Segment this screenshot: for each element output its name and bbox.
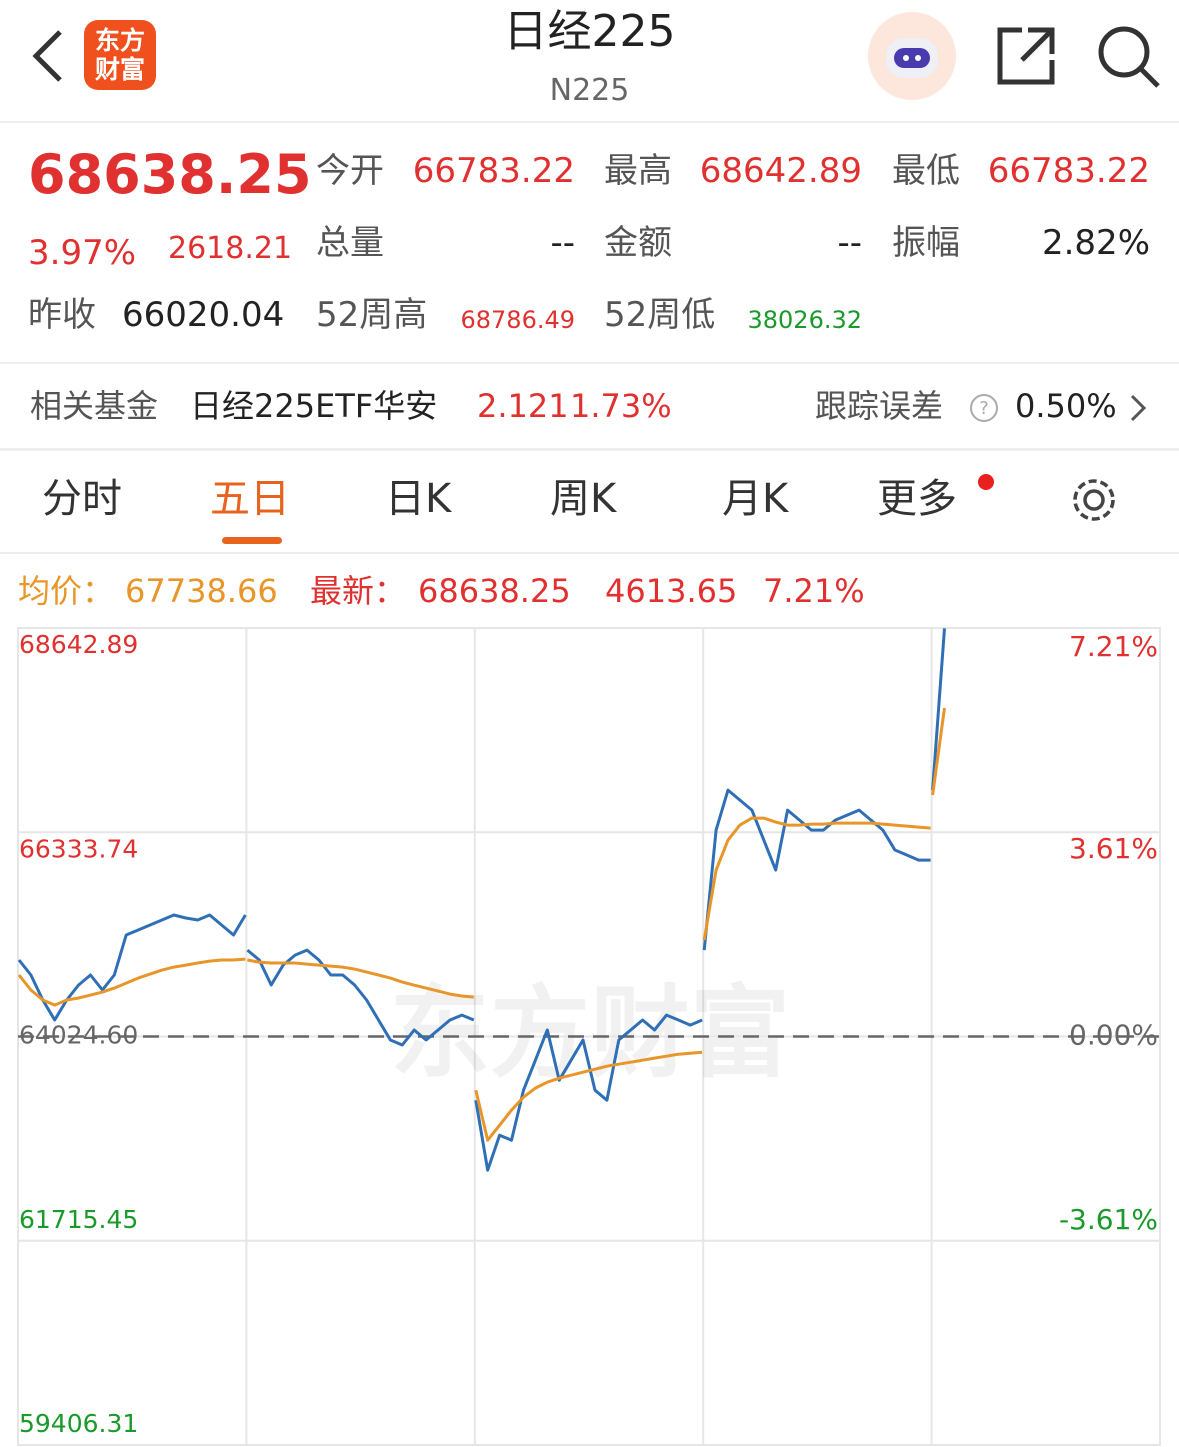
y2-tick-label: 7.21%: [1069, 630, 1158, 663]
help-icon[interactable]: ?: [968, 392, 1000, 424]
field-value: 68642.89: [699, 151, 862, 191]
avg-label: 均价：: [18, 572, 115, 610]
field-label: 52周低: [604, 295, 716, 335]
change-pct: 3.97%: [28, 233, 137, 273]
fund-price: 2.121: [477, 387, 569, 425]
subtitle: N225: [549, 73, 630, 108]
field-value: 68786.49: [460, 306, 575, 334]
divider: [0, 552, 1179, 554]
tab[interactable]: 日K: [385, 476, 452, 522]
avg-value: 67738.66: [125, 572, 278, 610]
price: 68638.25: [28, 143, 312, 206]
field-value: --: [550, 223, 575, 263]
logo-text: 财富: [94, 55, 145, 84]
svg-text:?: ?: [979, 398, 989, 419]
field-value: 2.82%: [1041, 223, 1150, 263]
search-button[interactable]: [1096, 24, 1162, 90]
settings-button[interactable]: [1068, 474, 1120, 526]
y2-tick-label: 3.61%: [1069, 832, 1158, 865]
field-label: 总量: [316, 223, 384, 263]
last-value: 68638.25: [418, 572, 571, 610]
y-tick-label: 68642.89: [19, 630, 138, 659]
series-line: [17, 628, 946, 1172]
series-line: [17, 707, 946, 1142]
tracking-label: 跟踪误差: [815, 387, 944, 425]
tab-indicator: [222, 537, 282, 544]
field-label: 最高: [604, 151, 672, 191]
notice-dot: [978, 474, 994, 490]
fund-name[interactable]: 日经225ETF华安: [190, 387, 438, 425]
y-tick-label: 61715.45: [19, 1205, 138, 1234]
tab[interactable]: 月K: [722, 476, 789, 522]
tab[interactable]: 五日: [210, 476, 290, 522]
fund-change: 1.73%: [570, 387, 672, 425]
back-button[interactable]: [30, 28, 66, 84]
field-value: 66783.22: [412, 151, 575, 191]
field-label: 振幅: [892, 223, 960, 263]
y-tick-label: 59406.31: [19, 1409, 138, 1438]
field-value: 66020.04: [122, 295, 285, 335]
app-logo[interactable]: 东方 财富: [84, 20, 156, 90]
field-label: 金额: [604, 223, 672, 263]
last-change: 4613.65: [605, 572, 738, 610]
last-label: 最新：: [310, 572, 407, 610]
tracking-value: 0.50%: [1015, 387, 1117, 425]
field-value: --: [837, 223, 862, 263]
tab[interactable]: 周K: [550, 476, 617, 522]
tab[interactable]: 更多: [877, 476, 957, 522]
field-label: 52周高: [316, 295, 428, 335]
intraday-chart: 东方财富68642.8966333.7464024.6061715.455940…: [17, 627, 1161, 1446]
divider: [0, 121, 1179, 123]
y2-tick-label: -3.61%: [1059, 1203, 1158, 1236]
field-value: 38026.32: [747, 306, 862, 334]
share-button[interactable]: [994, 24, 1058, 88]
title: 日经225: [503, 6, 676, 57]
field-value: 66783.22: [987, 151, 1150, 191]
field-label: 最低: [892, 151, 960, 191]
tab[interactable]: 分时: [42, 476, 122, 522]
change: 2618.21: [168, 231, 293, 266]
y2-tick-label: 0.00%: [1069, 1019, 1158, 1052]
y-tick-label: 64024.60: [19, 1021, 138, 1050]
field-label: 今开: [316, 151, 384, 191]
divider: [0, 448, 1179, 451]
y-tick-label: 66333.74: [19, 834, 138, 863]
chevron[interactable]: [1128, 392, 1150, 424]
logo-text: 东方: [94, 26, 145, 55]
assistant-avatar[interactable]: [866, 10, 958, 102]
last-change-pct: 7.21%: [763, 572, 865, 610]
divider: [0, 362, 1179, 364]
field-label: 昨收: [28, 295, 96, 335]
fund-label: 相关基金: [30, 387, 159, 425]
